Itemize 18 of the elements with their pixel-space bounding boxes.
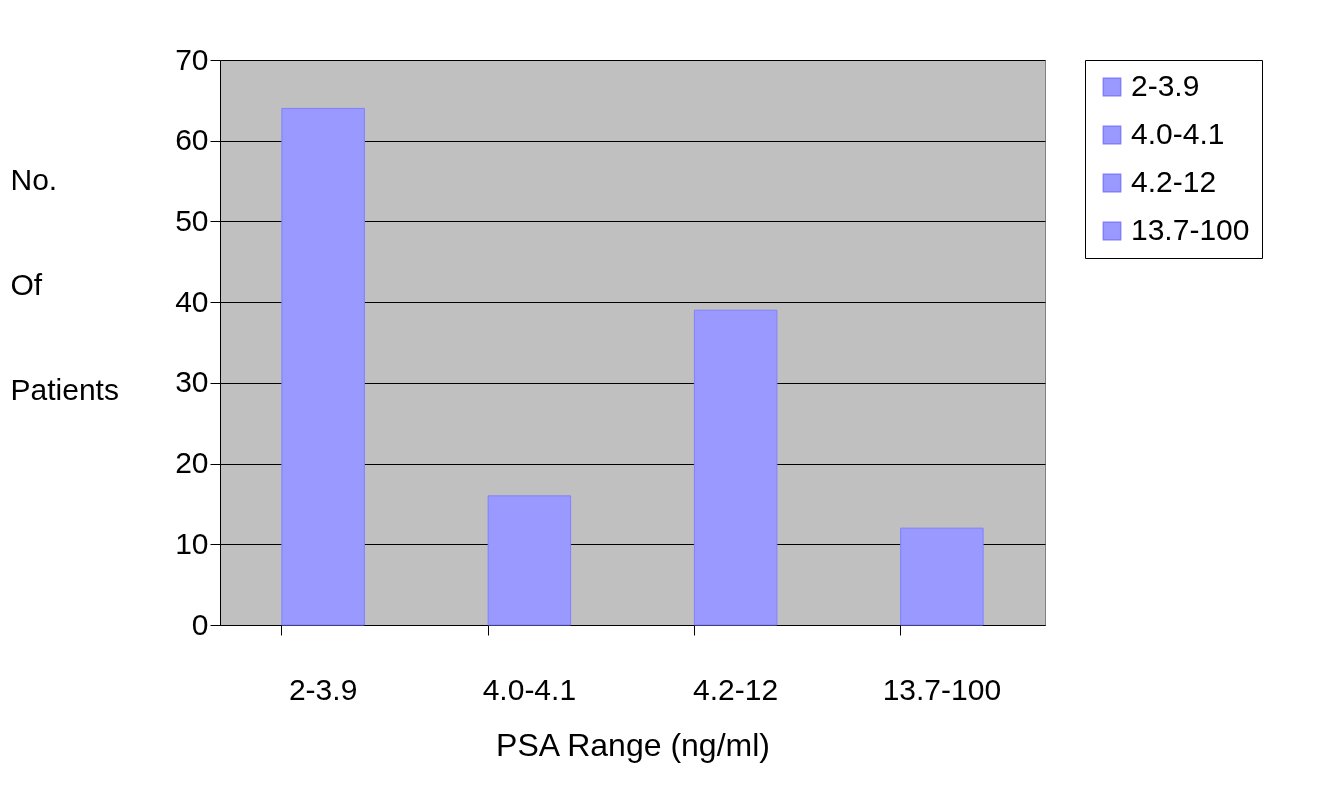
legend-label: 2-3.9 bbox=[1131, 69, 1200, 102]
y-tick-label: 60 bbox=[175, 123, 209, 157]
y-tick-label: 10 bbox=[175, 526, 209, 560]
y-tick-label: 30 bbox=[175, 365, 209, 399]
x-tick-label: 2-3.9 bbox=[288, 672, 358, 706]
y-tick-label: 50 bbox=[175, 203, 209, 237]
x-tick-label: 4.0-4.1 bbox=[482, 672, 577, 706]
legend-label: 4.0-4.1 bbox=[1131, 117, 1225, 150]
x-tick-label: 4.2-12 bbox=[693, 672, 779, 706]
legend-label: 13.7-100 bbox=[1131, 213, 1250, 246]
x-tick-label: 13.7-100 bbox=[882, 672, 1002, 706]
y-tick-label: 70 bbox=[175, 42, 209, 76]
x-axis-title: PSA Range (ng/ml) bbox=[496, 726, 770, 763]
y-tick-label: 40 bbox=[175, 284, 209, 318]
text: No. Of Patients bbox=[10, 162, 119, 406]
legend-label: 4.2-12 bbox=[1131, 165, 1217, 198]
y-tick-label: 20 bbox=[175, 446, 209, 480]
y-tick-label: 0 bbox=[191, 607, 209, 641]
